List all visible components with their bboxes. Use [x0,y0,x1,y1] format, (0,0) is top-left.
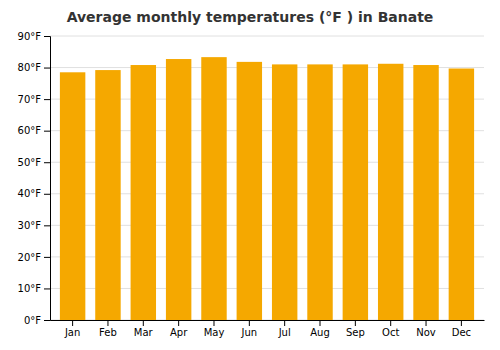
y-tick-mark [44,36,50,37]
chart: Average monthly temperatures (°F ) in Ba… [0,0,500,350]
y-tick-mark [44,194,50,195]
y-tick-label: 80°F [18,62,42,73]
x-tick-label: Dec [452,327,471,338]
bars [60,57,474,320]
y-tick-mark [44,99,50,100]
bar [166,59,191,320]
bar [237,62,262,320]
x-tick: Dec [452,320,471,338]
y-tick: 20°F [18,252,50,263]
x-axis-line [51,320,485,321]
bar [343,64,368,320]
x-tick-label: Feb [99,327,117,338]
y-tick-mark [44,162,50,163]
bar [413,65,438,320]
x-tick: Mar [134,320,154,338]
x-tick-label: Apr [170,327,188,338]
y-tick-label: 50°F [18,157,42,168]
bar [449,69,474,320]
x-tick-mark [249,320,250,326]
y-tick-label: 30°F [18,220,42,231]
x-tick-label: Aug [310,327,330,338]
y-axis: 0°F 10°F 20°F 30°F 40°F 50°F 60°F 70°F 80°F 90°F [18,31,51,326]
bar [60,72,85,320]
x-tick-label: Nov [416,327,436,338]
y-tick: 80°F [18,62,50,73]
y-tick: 10°F [18,283,50,294]
x-tick: Oct [382,320,399,338]
x-tick-mark [284,320,285,326]
x-tick-mark [461,320,462,326]
y-tick: 60°F [18,125,50,136]
bar [131,65,156,320]
x-tick-label: Oct [382,327,399,338]
y-tick: 0°F [24,315,50,326]
bar [201,57,226,320]
y-axis-line [44,37,51,321]
title: Average monthly temperatures (°F ) in Ba… [67,9,434,25]
y-tick-label: 70°F [18,94,42,105]
x-tick-label: Jan [64,327,80,338]
x-tick-label: Jul [278,327,291,338]
x-tick-mark [143,320,144,326]
y-tick-mark [44,131,50,132]
y-tick-label: 0°F [24,315,41,326]
grid-line [50,36,484,37]
y-tick-label: 10°F [18,283,42,294]
x-tick-mark [320,320,321,326]
y-tick-mark [44,288,50,289]
x-tick-mark [426,320,427,326]
x-tick-label: Mar [134,327,154,338]
x-tick-label: May [204,327,225,338]
x-tick-label: Sep [346,327,365,338]
x-tick-mark [107,320,108,326]
grid [50,36,484,320]
y-tick-label: 20°F [18,252,42,263]
y-tick-label: 40°F [18,188,42,199]
x-tick: Nov [416,320,436,338]
x-tick-mark [390,320,391,326]
y-tick: 50°F [18,157,50,168]
x-axis: Jan Feb Mar Apr May Jun Jul Aug Sep Oct Nov Dec [51,320,485,338]
x-tick-mark [178,320,179,326]
y-tick-mark [44,320,50,321]
y-tick-mark [44,68,50,69]
y-tick-mark [44,225,50,226]
x-tick: Jul [278,320,291,338]
x-tick-mark [72,320,73,326]
bar [378,64,403,320]
y-tick-label: 60°F [18,125,42,136]
x-tick: Aug [310,320,330,338]
y-tick: 70°F [18,94,50,105]
bar [272,64,297,320]
x-tick: Jun [241,320,258,338]
x-tick: May [204,320,225,338]
x-tick-label: Jun [241,327,258,338]
y-tick-label: 90°F [18,31,42,42]
x-tick: Apr [170,320,188,338]
x-tick-mark [213,320,214,326]
y-tick: 30°F [18,220,50,231]
x-tick: Jan [64,320,80,338]
x-tick-mark [355,320,356,326]
y-tick: 90°F [18,31,50,42]
y-tick-mark [44,257,50,258]
y-tick: 40°F [18,188,50,199]
bar [95,70,120,320]
bar [307,64,332,320]
plot: 0°F 10°F 20°F 30°F 40°F 50°F 60°F 70°F 80°F 90°F J… [18,31,485,338]
x-tick: Feb [99,320,117,338]
x-tick: Sep [346,320,365,338]
